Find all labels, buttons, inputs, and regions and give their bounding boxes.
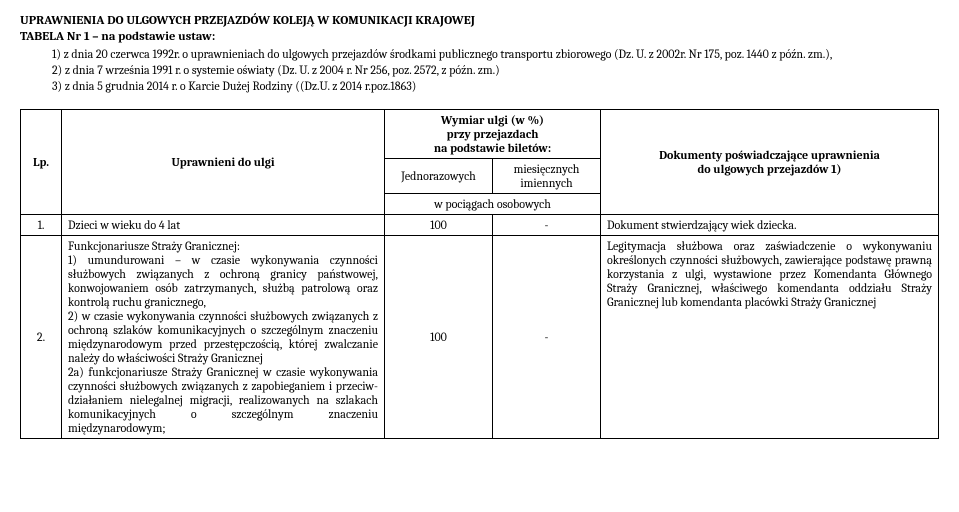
header-lp: Lp. bbox=[21, 109, 62, 214]
header-mies-l2: imiennych bbox=[520, 176, 572, 190]
header-pociagi: w pociągach osobowych bbox=[385, 193, 601, 214]
header-dok-l1: Dokumenty poświadczające uprawnienia bbox=[659, 148, 880, 162]
header-mies-l1: miesięcznych bbox=[514, 162, 580, 176]
cell-dok: Legitymacja służbowa oraz zaświadczenie … bbox=[601, 235, 939, 438]
law-item: 2) z dnia 7 września 1991 r. o systemie … bbox=[52, 62, 939, 78]
entitlements-table: Lp. Uprawnieni do ulgi Wymiar ulgi (w %)… bbox=[20, 109, 939, 439]
header-dokumenty: Dokumenty poświadczające uprawnienia do … bbox=[601, 109, 939, 214]
page-title: UPRAWNIENIA DO ULGOWYCH PRZEJAZDÓW KOLEJ… bbox=[20, 14, 939, 28]
cell-mies: - bbox=[493, 235, 601, 438]
cell-mies: - bbox=[493, 214, 601, 235]
table-row: 2. Funkcjonariusze Straży Granicznej: 1)… bbox=[21, 235, 939, 438]
cell-uprawnieni: Funkcjonariusze Straży Granicznej: 1) um… bbox=[62, 235, 385, 438]
header-wymiar-l3: na podstawie biletów: bbox=[434, 141, 551, 155]
cell-lp: 1. bbox=[21, 214, 62, 235]
header-uprawnieni: Uprawnieni do ulgi bbox=[62, 109, 385, 214]
header-dok-l2: do ulgowych przejazdów 1) bbox=[697, 162, 841, 176]
cell-uprawnieni: Dzieci w wieku do 4 lat bbox=[62, 214, 385, 235]
page-subtitle: TABELA Nr 1 – na podstawie ustaw: bbox=[20, 30, 939, 44]
cell-dok: Dokument stwierdzający wiek dziecka. bbox=[601, 214, 939, 235]
cell-lp: 2. bbox=[21, 235, 62, 438]
table-row: 1. Dzieci w wieku do 4 lat 100 - Dokumen… bbox=[21, 214, 939, 235]
header-miesiecznych: miesięcznych imiennych bbox=[493, 158, 601, 193]
header-wymiar-l2: przy przejazdach bbox=[447, 127, 539, 141]
law-list: 1) z dnia 20 czerwca 1992r. o uprawnieni… bbox=[52, 46, 939, 95]
header-wymiar-l1: Wymiar ulgi (w %) bbox=[441, 113, 544, 127]
law-item: 3) z dnia 5 grudnia 2014 r. o Karcie Duż… bbox=[52, 78, 939, 94]
cell-jedn: 100 bbox=[385, 214, 493, 235]
cell-jedn: 100 bbox=[385, 235, 493, 438]
header-wymiar: Wymiar ulgi (w %) przy przejazdach na po… bbox=[385, 109, 601, 158]
header-jednorazowych: Jednorazowych bbox=[385, 158, 493, 193]
law-item: 1) z dnia 20 czerwca 1992r. o uprawnieni… bbox=[52, 46, 939, 62]
